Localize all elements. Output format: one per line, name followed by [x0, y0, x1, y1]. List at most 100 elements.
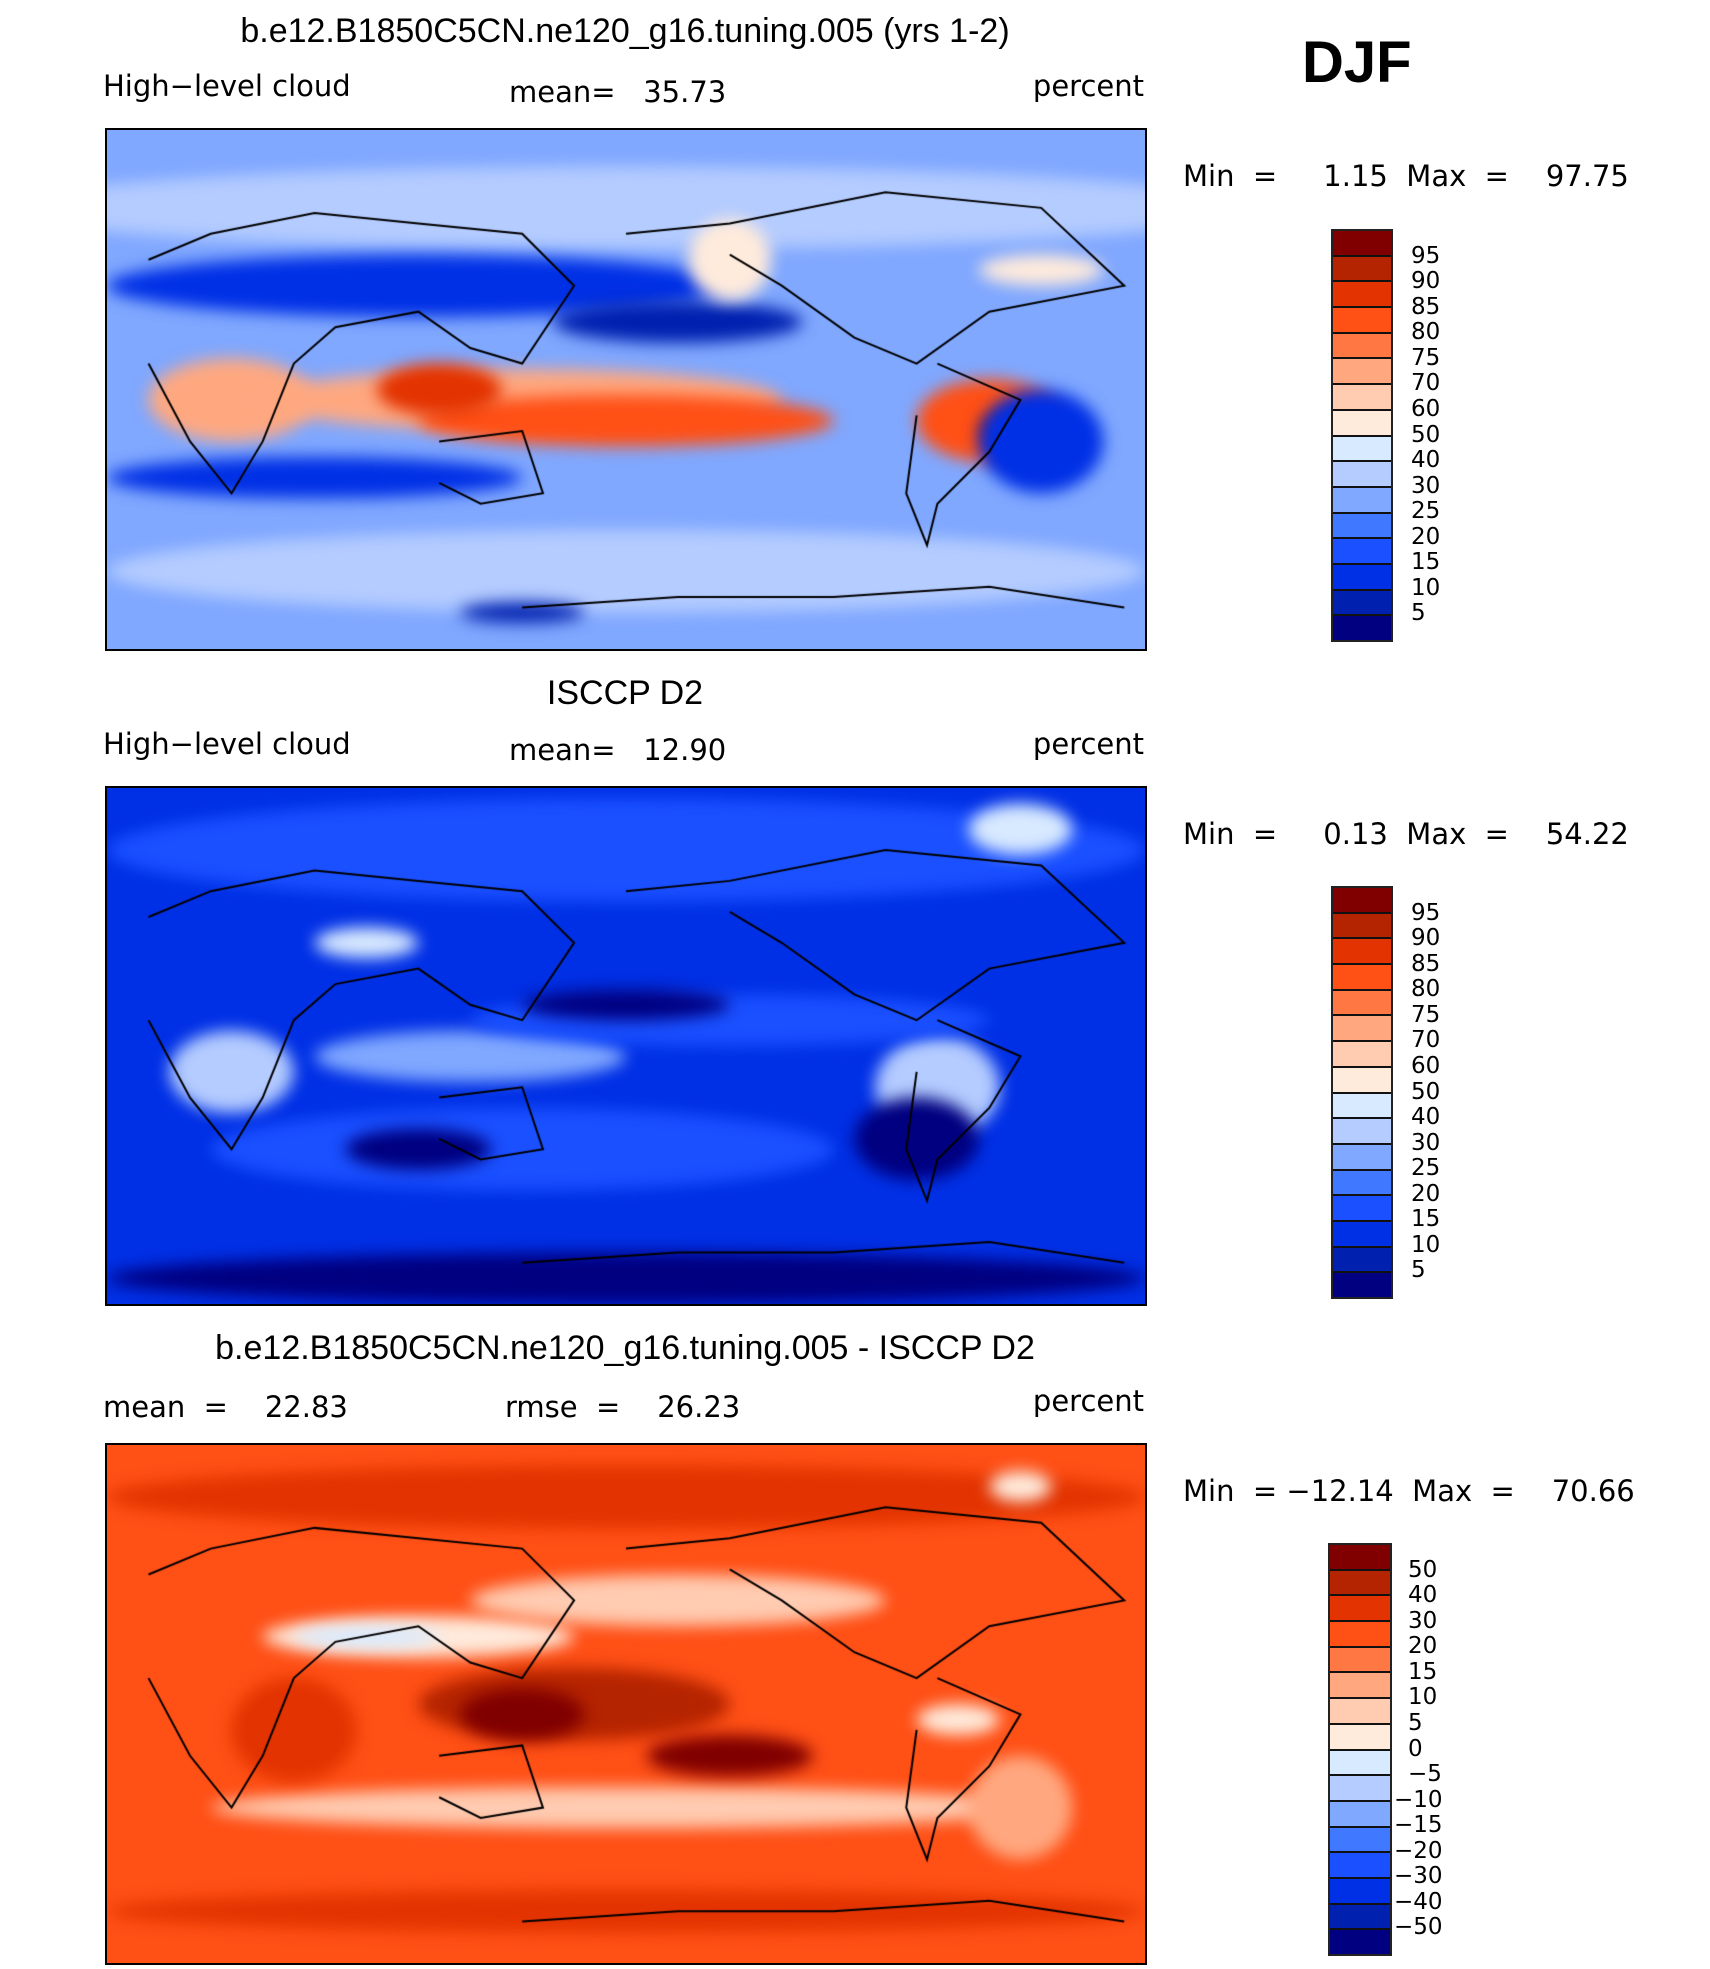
colorbar-bin — [1330, 1776, 1390, 1802]
colorbar-tick-label: 40 — [1411, 1104, 1441, 1131]
panel1-units: percent — [1032, 69, 1144, 103]
colorbar-tick-label: 0 — [1408, 1735, 1423, 1762]
colorbar-tick-label: −15 — [1394, 1812, 1443, 1839]
colorbar-bin — [1333, 256, 1391, 283]
colorbar-tick-label: 20 — [1408, 1633, 1438, 1660]
colorbar-tick-label: 60 — [1411, 395, 1441, 422]
colorbar-bin — [1333, 1016, 1391, 1043]
colorbar-tick-label: 5 — [1411, 1257, 1426, 1284]
colorbar-bin — [1333, 1093, 1391, 1120]
colorbar-bin — [1330, 1724, 1390, 1751]
colorbar-bin — [1330, 1801, 1390, 1828]
colorbar-bin — [1330, 1750, 1390, 1777]
colorbar-bin — [1333, 1196, 1391, 1222]
colorbar-bin — [1333, 513, 1391, 540]
colorbar-bin — [1333, 1221, 1391, 1248]
colorbar-tick-label: 80 — [1411, 976, 1441, 1003]
colorbar-bin — [1330, 1878, 1390, 1905]
panel1-colorbar — [1331, 229, 1393, 642]
colorbar-bin — [1333, 888, 1391, 914]
colorbar-bin — [1333, 436, 1391, 463]
colorbar-tick-label: 30 — [1411, 472, 1441, 499]
colorbar-tick-label: 50 — [1411, 421, 1441, 448]
colorbar-bin — [1330, 1699, 1390, 1725]
colorbar-tick-label: 30 — [1411, 1129, 1441, 1156]
colorbar-bin — [1330, 1570, 1390, 1597]
colorbar-bin — [1330, 1930, 1390, 1954]
colorbar-bin — [1330, 1622, 1390, 1648]
colorbar-bin — [1330, 1545, 1390, 1571]
colorbar-bin — [1333, 590, 1391, 617]
colorbar-bin — [1333, 616, 1391, 640]
colorbar-bin — [1333, 462, 1391, 488]
panel1-title: b.e12.B1850C5CN.ne120_g16.tuning.005 (yr… — [240, 12, 1010, 50]
colorbar-tick-label: 95 — [1411, 242, 1441, 269]
panel2-colorbar — [1331, 886, 1393, 1299]
colorbar-bin — [1333, 1247, 1391, 1274]
colorbar-tick-label: 80 — [1411, 319, 1441, 346]
colorbar-bin — [1333, 385, 1391, 411]
colorbar-tick-label: 50 — [1408, 1556, 1438, 1583]
colorbar-bin — [1333, 1273, 1391, 1297]
panel2-map — [105, 786, 1147, 1306]
colorbar-tick-label: −30 — [1394, 1863, 1443, 1890]
colorbar-tick-label: −5 — [1408, 1761, 1442, 1788]
colorbar-tick-label: 15 — [1411, 1206, 1441, 1233]
colorbar-tick-label: 40 — [1408, 1582, 1438, 1609]
colorbar-tick-label: 75 — [1411, 1001, 1441, 1028]
colorbar-tick-label: 90 — [1411, 268, 1441, 295]
colorbar-tick-label: 10 — [1411, 1231, 1441, 1258]
panel3-title: b.e12.B1850C5CN.ne120_g16.tuning.005 - I… — [215, 1329, 1035, 1367]
colorbar-tick-label: 15 — [1411, 549, 1441, 576]
colorbar-bin — [1330, 1596, 1390, 1623]
colorbar-tick-label: −20 — [1394, 1837, 1443, 1864]
panel2-mean: mean= 12.90 — [509, 733, 727, 767]
colorbar-tick-label: 70 — [1411, 370, 1441, 397]
colorbar-bin — [1330, 1647, 1390, 1674]
colorbar-tick-label: 5 — [1408, 1709, 1423, 1736]
colorbar-tick-label: 90 — [1411, 925, 1441, 952]
panel3-rmse: rmse = 26.23 — [505, 1390, 741, 1424]
colorbar-bin — [1333, 308, 1391, 334]
colorbar-bin — [1330, 1827, 1390, 1854]
colorbar-tick-label: 20 — [1411, 523, 1441, 550]
colorbar-tick-label: 10 — [1411, 574, 1441, 601]
colorbar-tick-label: 20 — [1411, 1180, 1441, 1207]
colorbar-bin — [1333, 1119, 1391, 1145]
panel1-map — [105, 128, 1147, 651]
colorbar-bin — [1333, 410, 1391, 437]
colorbar-bin — [1333, 1042, 1391, 1068]
colorbar-bin — [1333, 487, 1391, 514]
colorbar-tick-label: 5 — [1411, 600, 1426, 627]
colorbar-bin — [1333, 913, 1391, 940]
colorbar-tick-label: 15 — [1408, 1658, 1438, 1685]
panel2-variable: High−level cloud — [103, 727, 351, 761]
colorbar-bin — [1330, 1673, 1390, 1700]
panel3-mean: mean = 22.83 — [103, 1390, 348, 1424]
panel3-units: percent — [1032, 1384, 1144, 1418]
season-label: DJF — [1302, 30, 1412, 95]
panel2-title: ISCCP D2 — [546, 674, 704, 712]
colorbar-tick-label: 10 — [1408, 1684, 1438, 1711]
colorbar-bin — [1333, 359, 1391, 386]
colorbar-bin — [1333, 333, 1391, 360]
colorbar-tick-label: 95 — [1411, 899, 1441, 926]
colorbar-tick-label: 25 — [1411, 1155, 1441, 1182]
colorbar-tick-label: 70 — [1411, 1027, 1441, 1054]
colorbar-bin — [1333, 990, 1391, 1017]
colorbar-bin — [1333, 965, 1391, 991]
panel3-colorbar — [1328, 1543, 1392, 1956]
colorbar-tick-label: 40 — [1411, 447, 1441, 474]
colorbar-tick-label: 85 — [1411, 950, 1441, 977]
panel2-units: percent — [1032, 727, 1144, 761]
colorbar-bin — [1330, 1904, 1390, 1931]
colorbar-bin — [1333, 1170, 1391, 1197]
colorbar-tick-label: −10 — [1394, 1786, 1443, 1813]
colorbar-tick-label: 30 — [1408, 1607, 1438, 1634]
colorbar-tick-label: 50 — [1411, 1078, 1441, 1105]
colorbar-bin — [1333, 1144, 1391, 1171]
panel1-mean: mean= 35.73 — [509, 75, 727, 109]
colorbar-bin — [1333, 939, 1391, 966]
colorbar-bin — [1333, 539, 1391, 565]
